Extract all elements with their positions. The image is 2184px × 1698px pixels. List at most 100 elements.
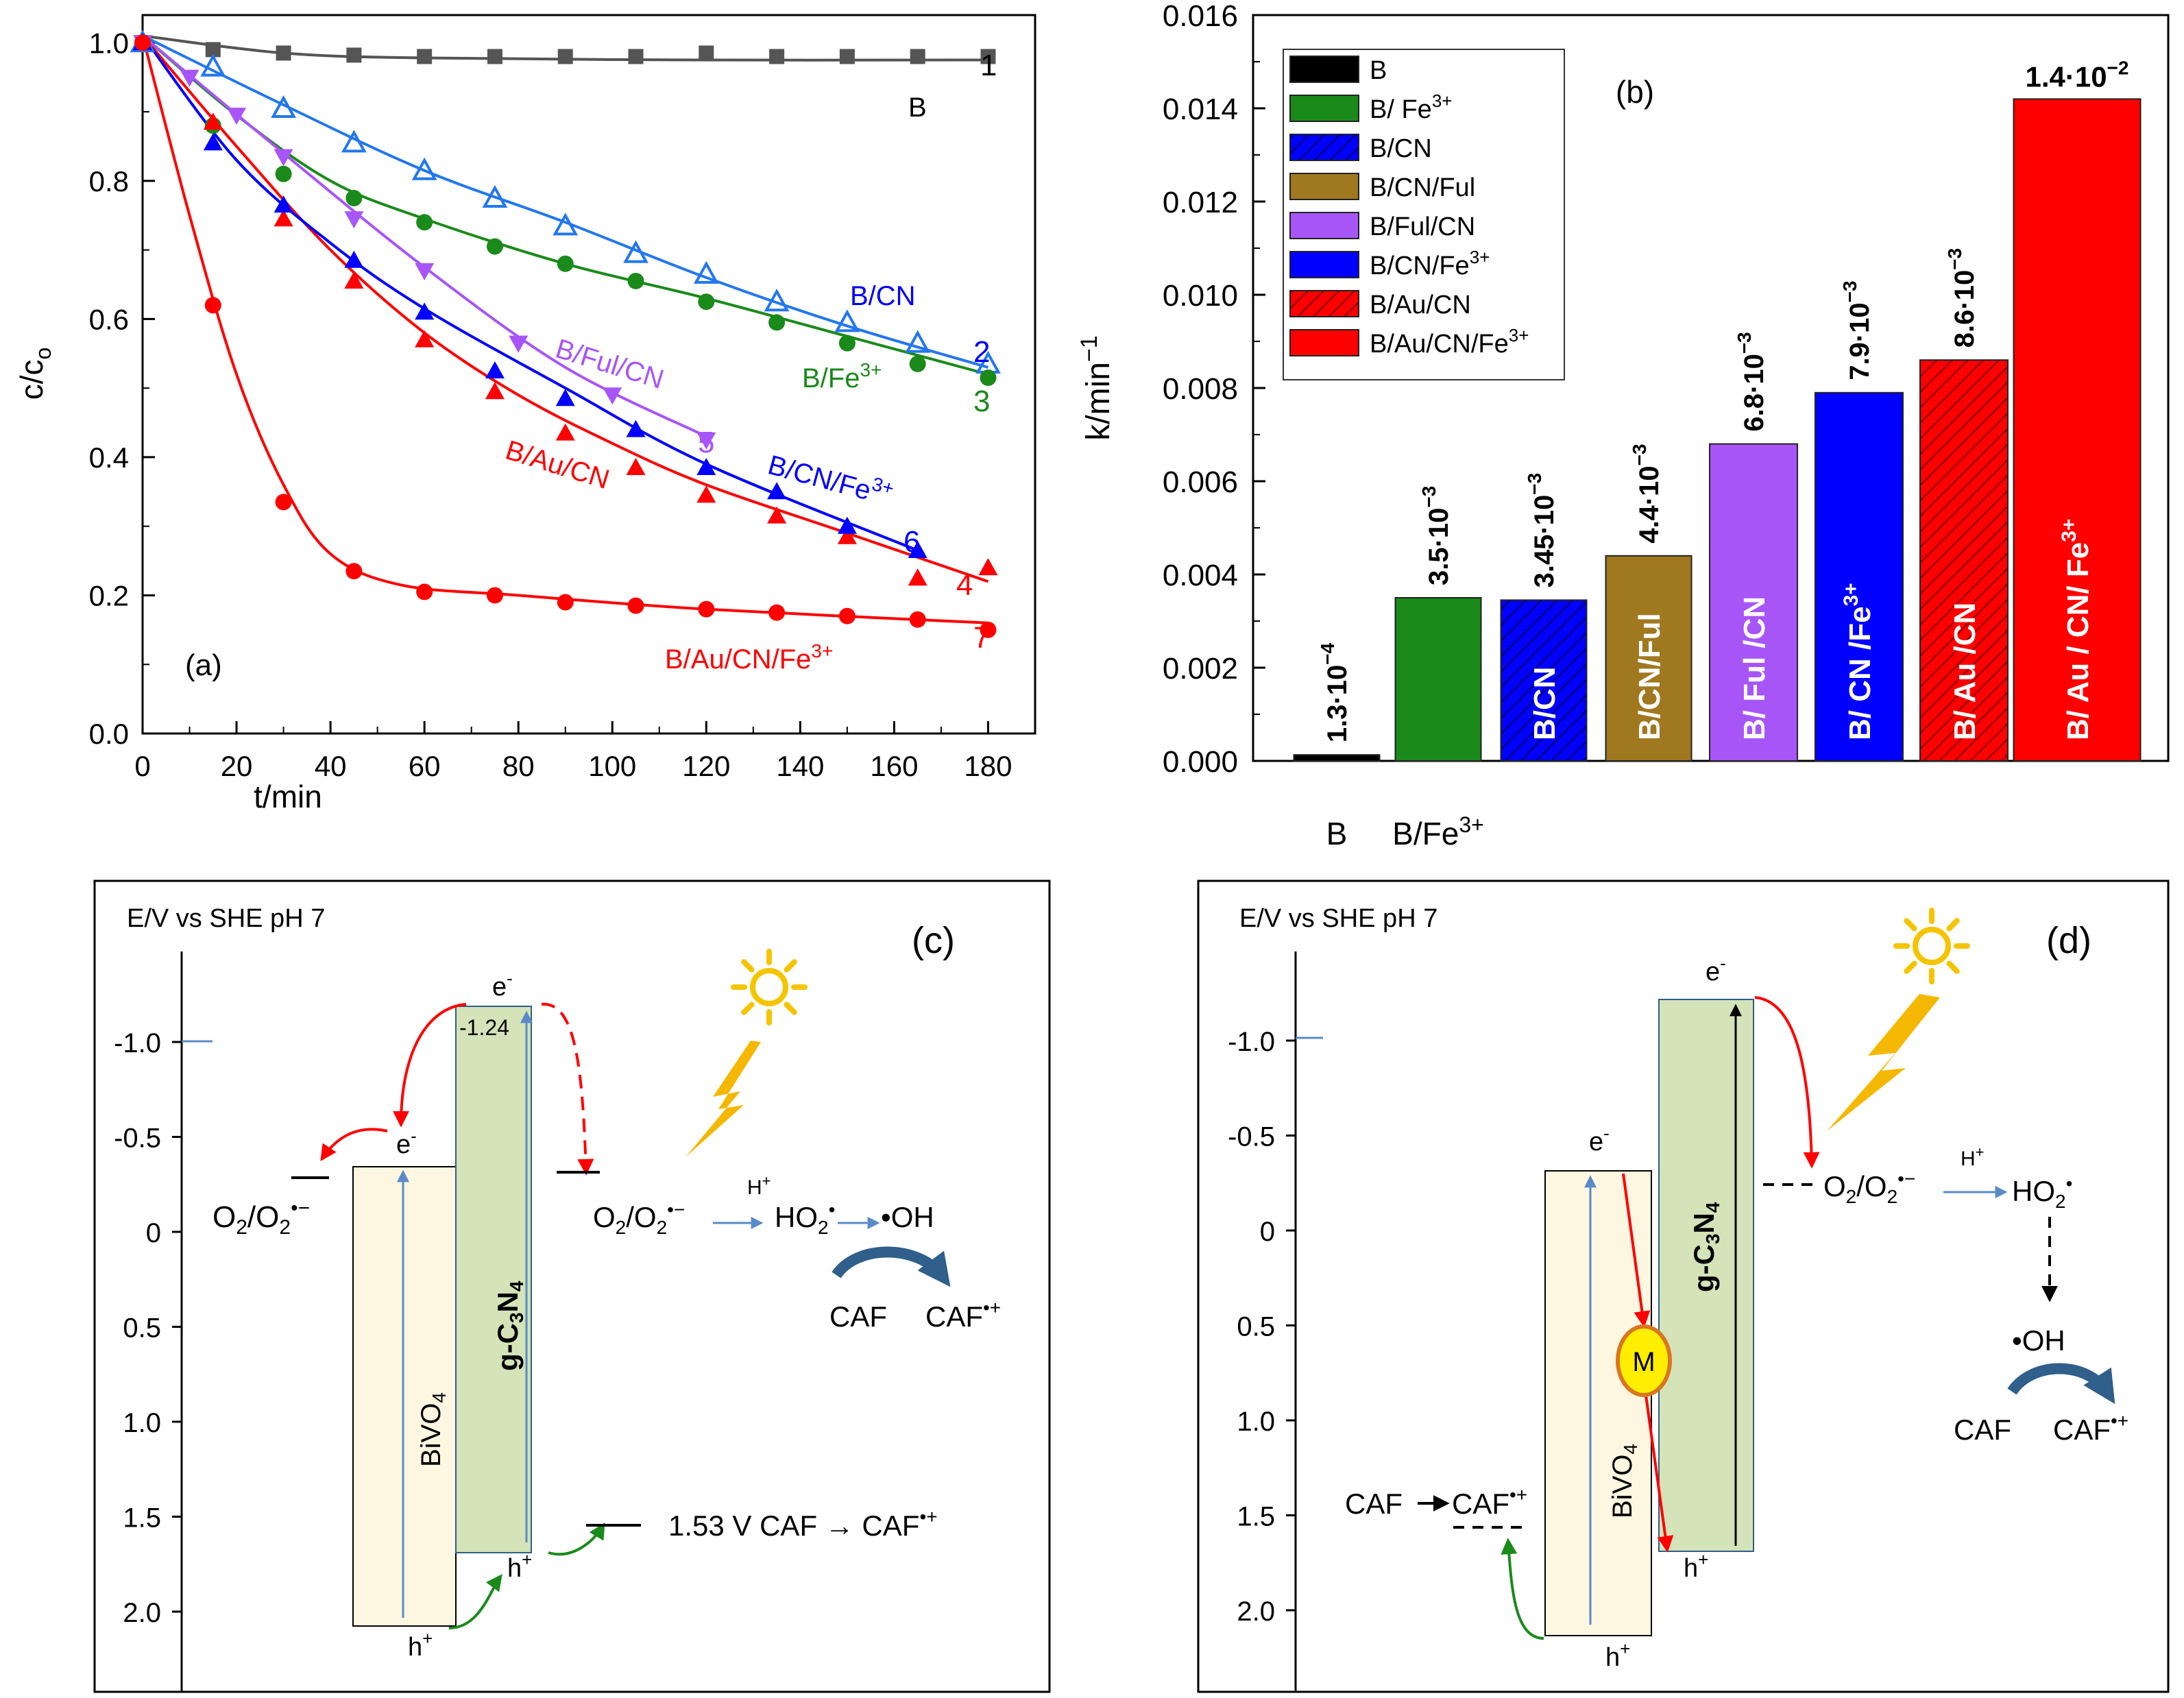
a-point-s4 (415, 330, 435, 348)
d-metal-m (1616, 1324, 1672, 1397)
a-point-s2 (905, 330, 931, 353)
b-bar-value-4: 4.4·10−3 (1629, 444, 1664, 543)
d-tick-label: 2.0 (1237, 1597, 1275, 1627)
a-point-s4 (274, 209, 293, 227)
b-bar-inlabel-8: B/ Au / CN/ Fe3+ (2058, 519, 2095, 740)
a-point-s1 (417, 49, 433, 64)
a-point-s5 (227, 108, 247, 125)
a-fit-line-3 (141, 34, 988, 376)
d-oh: •OH (2012, 1324, 2065, 1357)
b-ytick-label: 0.000 (1163, 745, 1238, 779)
panel-c-diagram: E/V vs SHE pH 7 (c) -1.0 -0.5 0 0.5 1.0 1.5 2.… (93, 880, 1051, 1693)
b-bar-6 (1815, 391, 1904, 762)
panel-d-frame (1197, 880, 2170, 1693)
b-bar-value-5: 6.8·10−3 (1734, 332, 1769, 431)
a-point-s3 (275, 165, 292, 182)
b-legend-label-2: B/ Fe3+ (1370, 90, 1452, 124)
d-o2: O2/O2•− (1823, 1168, 1915, 1207)
a-ytick-label: 0.6 (89, 303, 129, 335)
b-ytick-label: 0.012 (1163, 186, 1238, 219)
a-point-s7 (204, 297, 221, 314)
a-point-s7 (486, 587, 503, 604)
a-point-s2 (553, 213, 579, 236)
d-arrow-m-to-h (1644, 1390, 1674, 1553)
c-tick-label: 2.0 (123, 1598, 161, 1628)
panel-c-frame (93, 880, 1051, 1693)
c-lightning-icon (685, 1041, 761, 1157)
d-tick-label: 0 (1260, 1217, 1275, 1247)
c-caf-reaction: 1.53 V CAF → CAF•+ (668, 1506, 938, 1542)
b-bar-4 (1605, 555, 1692, 762)
d-tick-label: 1.0 (1237, 1407, 1275, 1437)
b-bar-value-1: 1.3·10−4 (1317, 642, 1352, 742)
d-arrow-e-to-o2 (1754, 996, 1820, 1169)
a-point-s1 (910, 49, 925, 64)
label-BFe: B/Fe3+ (802, 359, 882, 393)
sun-ray (784, 959, 797, 973)
a-fit-line-4 (141, 34, 989, 583)
b-legend-swatch-4 (1289, 173, 1359, 200)
a-point-s6 (696, 458, 716, 476)
a-point-s7 (134, 34, 151, 51)
series-num-7: 7 (973, 621, 990, 655)
a-point-s6 (203, 133, 223, 151)
a-fit-line-6 (141, 35, 919, 552)
a-xtick-label: 140 (776, 750, 824, 782)
b-ytick-label: 0.010 (1163, 279, 1238, 313)
panel-a-fit-lines (141, 34, 989, 624)
c-gcn-label: g-C3N4 (492, 1281, 527, 1371)
d-m-label: M (1632, 1347, 1655, 1377)
d-tick-label: -1.0 (1228, 1027, 1275, 1057)
c-ho2: HO2• (775, 1199, 835, 1238)
a-point-s3 (486, 238, 503, 255)
d-caf-left: CAF (1345, 1488, 1403, 1520)
a-point-s1 (346, 47, 362, 63)
sun-ray (1946, 918, 1960, 932)
a-point-s3 (838, 335, 856, 352)
b-legend-label-5: B/Ful/CN (1370, 213, 1475, 241)
d-h-gcn: h+ (1684, 1549, 1708, 1583)
panel-a-title: (a) (185, 648, 222, 682)
series-num-1: 1 (980, 49, 997, 82)
d-bivo4-label: BiVO4 (1607, 1444, 1641, 1518)
a-point-s4 (696, 485, 716, 503)
a-point-s3 (416, 214, 433, 231)
d-caf-plus: CAF•+ (2053, 1410, 2128, 1446)
panel-a-ylabel: c/co (14, 348, 56, 400)
a-point-s1 (205, 42, 221, 58)
label-BCN: B/CN (850, 281, 916, 311)
d-caf: CAF (1954, 1414, 2011, 1446)
panel-c-title: (c) (912, 920, 955, 961)
a-point-s1 (839, 49, 855, 64)
a-xtick-label: 120 (682, 750, 730, 782)
panel-a-chart: 0 20 40 60 80 100 120 140 160 180 0.0 0.2 0.4 0.6 0.8 1… (14, 14, 1036, 814)
a-point-s2 (341, 130, 367, 153)
b-bar-2 (1394, 597, 1482, 762)
a-xtick-label: 20 (221, 750, 253, 782)
a-point-s2 (764, 289, 790, 312)
a-fit-line-2 (142, 34, 989, 369)
a-ytick-label: 0.8 (89, 165, 129, 197)
c-tick-label: -1.0 (114, 1028, 161, 1058)
sun-core (750, 968, 788, 1006)
c-tick-label: 1.5 (123, 1503, 161, 1533)
c-tick-label: 1.0 (123, 1408, 161, 1438)
d-h-bivo4: h+ (1605, 1638, 1630, 1672)
b-ytick-label: 0.004 (1163, 559, 1238, 592)
d-gcn-band (1658, 999, 1754, 1552)
panel-d-ticks: -1.0 -0.5 0 0.5 1.0 1.5 2.0 (1228, 1027, 1296, 1627)
b-legend-label-4: B/CN/Ful (1370, 173, 1475, 202)
b-bar-value-3: 3.45·10−3 (1524, 473, 1560, 588)
b-xcat-BFe: B/Fe3+ (1392, 812, 1484, 851)
a-point-s7 (275, 494, 292, 511)
b-legend-swatch-7 (1289, 290, 1359, 317)
a-point-s7 (838, 607, 856, 624)
c-arrow-e-to-o2-right (541, 1002, 594, 1176)
a-point-s5 (274, 149, 293, 167)
a-point-s7 (768, 604, 786, 621)
c-cb-value: -1.24 (459, 1015, 509, 1040)
a-point-s7 (698, 601, 715, 618)
d-caf-left-plus: CAF•+ (1452, 1484, 1527, 1520)
panel-d-axis-label: E/V vs SHE pH 7 (1239, 904, 1437, 933)
